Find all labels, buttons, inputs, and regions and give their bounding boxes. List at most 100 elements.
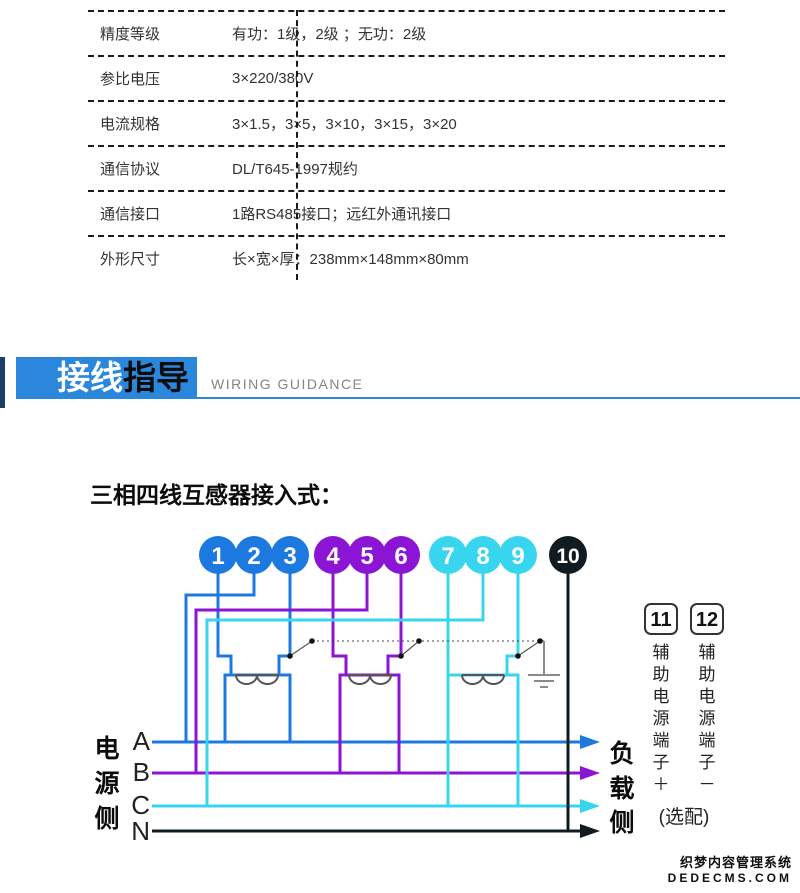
neutral-arrow bbox=[580, 824, 600, 838]
label-char: 源 bbox=[699, 709, 716, 728]
load-side-char: 载 bbox=[609, 775, 634, 803]
terminal-number: 1 bbox=[211, 543, 224, 570]
spec-label: 电流规格 bbox=[100, 116, 161, 133]
wire-terminal2 bbox=[184, 556, 256, 742]
label-char: 子 bbox=[653, 753, 670, 772]
terminal-number: 5 bbox=[360, 543, 373, 570]
label-char: 电 bbox=[699, 687, 716, 706]
table-row: 精度等级 有功：1级，2级 ；无功：2级 bbox=[88, 10, 725, 55]
ct2-winding bbox=[348, 674, 392, 685]
phase-b-wires bbox=[152, 556, 600, 780]
wire-terminal1 bbox=[216, 556, 233, 675]
spec-value: 有功：1级，2级 ；无功：2级 bbox=[232, 26, 427, 43]
switch-dot bbox=[287, 653, 293, 659]
link-dot bbox=[416, 638, 422, 644]
terminal-circle-1 bbox=[199, 536, 237, 574]
spec-value: 3×220/380V bbox=[232, 70, 314, 87]
terminal-number: 8 bbox=[476, 543, 489, 570]
phase-label-n: N bbox=[131, 816, 150, 846]
table-row: 通信协议 DL/T645-1997规约 bbox=[88, 145, 725, 190]
wire-terminal4 bbox=[331, 556, 348, 675]
ct3-winding bbox=[461, 674, 505, 685]
ct-winding-symbols bbox=[235, 674, 505, 685]
phase-c-arrow bbox=[580, 799, 600, 813]
spec-value: 3×1.5，3×5，3×10，3×15，3×20 bbox=[232, 116, 457, 133]
phase-a-wires bbox=[152, 556, 600, 749]
spec-label: 通信协议 bbox=[100, 161, 161, 178]
terminal-number: 4 bbox=[326, 543, 340, 570]
section-title-rest: 指导 bbox=[123, 359, 189, 396]
terminal-number: 10 bbox=[556, 545, 579, 568]
aux-terminal-12-label: 辅 助 电 源 端 子 － bbox=[699, 643, 716, 794]
wiring-diagram: 1 2 3 4 5 6 7 8 9 10 11 12 辅 助 电 源 端 子 ＋… bbox=[94, 536, 724, 846]
load-side-char: 侧 bbox=[609, 808, 634, 837]
source-side-char: 电 bbox=[94, 735, 119, 763]
switch-dot bbox=[398, 653, 404, 659]
terminal-number: 2 bbox=[247, 543, 260, 570]
wire-terminal8 bbox=[205, 556, 485, 806]
earth-ground-icon bbox=[528, 641, 560, 688]
header-accent-bar bbox=[0, 357, 5, 408]
terminal-circles: 1 2 3 4 5 6 7 8 9 10 bbox=[199, 536, 587, 574]
aux-terminal-number: 12 bbox=[696, 609, 718, 631]
header-underline bbox=[197, 397, 800, 399]
terminal-circle-5 bbox=[348, 536, 386, 574]
wire-terminal3 bbox=[277, 556, 292, 675]
terminal-circle-7 bbox=[429, 536, 467, 574]
terminal-circle-6 bbox=[382, 536, 420, 574]
table-column-divider bbox=[296, 10, 298, 280]
label-char: 辅 bbox=[653, 643, 670, 662]
link-dot bbox=[537, 638, 543, 644]
aux-terminals: 11 12 辅 助 电 源 端 子 ＋ 辅 助 电 源 端 子 － (选配) bbox=[644, 603, 724, 828]
link-dot bbox=[309, 638, 315, 644]
table-row: 电流规格 3×1.5，3×5，3×10，3×15，3×20 bbox=[88, 100, 725, 145]
terminal-number: 9 bbox=[511, 543, 524, 570]
spec-value: 1路RS485接口；远红外通讯接口 bbox=[232, 206, 452, 223]
terminal-number: 6 bbox=[394, 543, 407, 570]
source-side-char: 源 bbox=[94, 770, 119, 798]
spec-label: 参比电压 bbox=[100, 71, 161, 88]
terminal-circle-4 bbox=[314, 536, 352, 574]
terminal-circle-10 bbox=[549, 536, 587, 574]
watermark-line1: 织梦内容管理系统 bbox=[679, 855, 792, 870]
label-char: 源 bbox=[653, 709, 670, 728]
switch-dot bbox=[515, 653, 521, 659]
label-char: 助 bbox=[699, 665, 716, 684]
watermark: 织梦内容管理系统 DEDECMS.COM bbox=[668, 852, 792, 885]
test-link bbox=[287, 638, 560, 688]
phase-b-arrow bbox=[580, 766, 600, 780]
diagram-title: 三相四线互感器接入式： bbox=[90, 482, 343, 508]
spec-table: 精度等级 有功：1级，2级 ；无功：2级 参比电压 3×220/380V 电流规… bbox=[88, 10, 725, 280]
wire-terminal5 bbox=[194, 556, 369, 773]
table-row: 外形尺寸 长×宽×厚：238mm×148mm×80mm bbox=[88, 235, 725, 280]
terminal-circle-3 bbox=[271, 536, 309, 574]
terminal-circle-2 bbox=[235, 536, 273, 574]
label-char: 电 bbox=[653, 687, 670, 706]
load-side-char: 负 bbox=[609, 740, 634, 768]
section-subtitle: WIRING GUIDANCE bbox=[211, 376, 364, 392]
aux-terminal-11-box bbox=[644, 603, 678, 635]
label-char: 子 bbox=[699, 753, 716, 772]
label-char: 辅 bbox=[699, 643, 716, 662]
watermark-line2: DEDECMS.COM bbox=[667, 871, 792, 885]
ct2-primary-loop bbox=[338, 673, 401, 773]
table-row: 通信接口 1路RS485接口；远红外通讯接口 bbox=[88, 190, 725, 235]
label-char: 助 bbox=[653, 665, 670, 684]
phase-a-arrow bbox=[580, 735, 600, 749]
neutral-wires bbox=[152, 556, 600, 838]
section-header: 接线指导 bbox=[16, 357, 197, 399]
ct1-primary-loop bbox=[223, 673, 292, 742]
terminal-number: 3 bbox=[283, 543, 296, 570]
terminal-circle-8 bbox=[464, 536, 502, 574]
optional-note: (选配) bbox=[659, 806, 710, 828]
aux-terminal-11-label: 辅 助 电 源 端 子 ＋ bbox=[653, 643, 670, 794]
label-char: － bbox=[699, 775, 716, 794]
phase-label-b: B bbox=[133, 757, 150, 787]
ct1-winding bbox=[235, 674, 279, 685]
wire-terminal9 bbox=[505, 556, 520, 675]
label-char: 端 bbox=[653, 731, 670, 750]
spec-label: 通信接口 bbox=[100, 206, 161, 223]
aux-terminal-12-box bbox=[690, 603, 724, 635]
wire-terminal6 bbox=[386, 556, 403, 675]
